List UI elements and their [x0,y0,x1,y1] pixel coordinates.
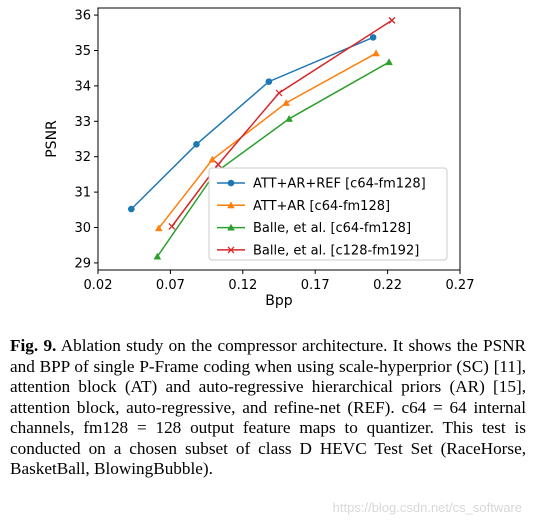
y-tick-label: 29 [74,256,91,271]
series-2-point [154,224,163,232]
series-2-point [282,98,291,106]
y-tick-label: 35 [74,44,91,59]
series-1-point [128,205,135,213]
series-4-point [214,161,222,168]
figure-caption-text: Ablation study on the compressor archite… [10,336,527,478]
y-tick-label: 30 [74,221,91,236]
x-tick-label: 0.12 [228,278,257,293]
series-line-1 [130,36,374,210]
series-1-point [193,141,200,148]
series-3-point [285,114,293,122]
figure-caption-label: Fig. 9. [10,336,57,355]
x-tick-label: 0.17 [301,278,330,293]
series-4-point [388,16,396,24]
series-line-2 [158,52,377,229]
legend-label-3: Balle, et al. [c64-fm128] [253,221,411,236]
legend-marker-4 [227,246,235,254]
y-tick-label: 32 [74,150,91,165]
psnr-bpp-chart: 0.02 0.07 0.12 0.17 0.22 0.27 29 30 31 32 33 34 35 36… [44,7,474,309]
x-axis-label: Bpp [265,293,292,309]
series-2-point [208,155,217,163]
legend-label-4: Balle, et al. [c128-fm192] [253,243,419,258]
series-4-point [168,222,176,230]
series-3-point [153,252,162,260]
y-tick-label: 34 [74,79,91,94]
series-line-3 [156,61,390,257]
figure-caption: Fig. 9. Ablation study on the compressor… [10,336,526,480]
legend: ATT+AR+REF [c64-fm128] ATT+AR [c64-fm128]… [208,167,448,261]
legend-label-1: ATT+AR+REF [c64-fm128] [253,177,426,192]
y-tick-label: 31 [74,186,91,201]
series-2-point [372,49,380,57]
series-1-point [265,78,273,85]
watermark-url: https://blog.csdn.net/cs_software [332,500,522,515]
legend-marker-1 [227,179,235,187]
x-tick-label: 0.27 [446,278,475,293]
legend-items: ATT+AR+REF [c64-fm128] ATT+AR [c64-fm128]… [217,177,426,258]
series-3-point [385,58,393,66]
series-lines [130,19,393,257]
series-line-4 [171,19,393,227]
x-tick-label: 0.02 [84,278,113,293]
legend-box [208,167,448,261]
series-4-point [275,89,283,97]
plot-frame [97,7,461,271]
x-tick-label: 0.22 [373,278,402,293]
axis-ticks: 0.02 0.07 0.12 0.17 0.22 0.27 29 30 31 32 33 34 35 36 [74,9,474,293]
legend-marker-2 [227,201,235,209]
legend-label-2: ATT+AR [c64-fm128] [253,199,390,214]
series-1-point [369,34,377,41]
y-axis-label: PSNR [44,120,60,158]
y-tick-label: 33 [74,115,91,130]
y-tick-label: 36 [74,9,91,24]
legend-marker-3 [227,223,235,231]
x-tick-label: 0.07 [156,278,185,293]
